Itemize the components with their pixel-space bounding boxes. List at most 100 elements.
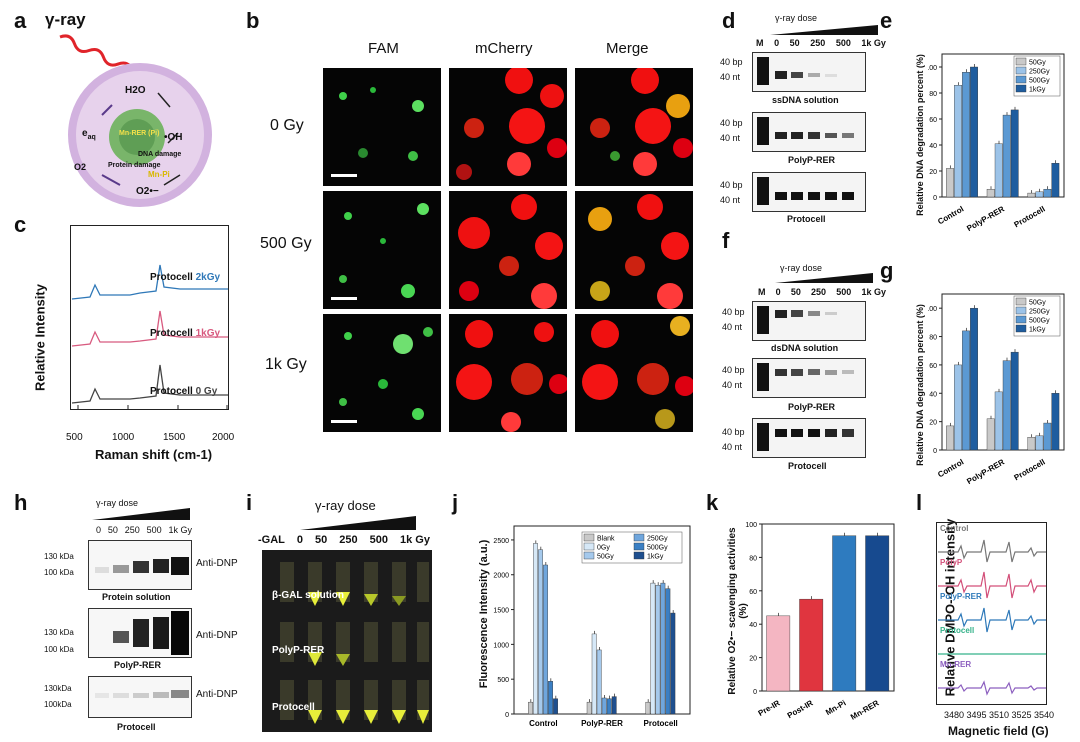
bar-50Gy-Protocell [655, 584, 661, 715]
epr-label-polyp-rer: PolyP-RER [940, 592, 982, 601]
y-tick-label: 20 [929, 420, 937, 427]
trace-2kgy [71, 264, 228, 300]
micrograph-merge-0gy [575, 68, 693, 186]
scale-bar [331, 174, 357, 177]
bar-1kGy-Protocell [670, 612, 676, 715]
gel-dsdna-solution [752, 301, 866, 341]
raman-trace-label-2: Protocell 1kGy [150, 328, 221, 339]
trace-1kgy [71, 310, 228, 347]
panel-label-d: d [722, 8, 736, 33]
micrograph-mcherry-1kgy [449, 314, 567, 432]
blot-protein-solution [88, 540, 192, 590]
bar-50Gy-Protocell [1027, 192, 1036, 198]
raman-ylabel: Relative Intensity [32, 284, 48, 391]
y-tick-label: 80 [929, 335, 937, 342]
col-mcherry: mCherry [475, 40, 533, 57]
bar-1kGy-PolyP-RER [1010, 109, 1019, 198]
h-blot-title-1: Protein solution [102, 592, 171, 602]
d-gel-title-2: PolyP-RER [788, 155, 836, 165]
panel-label-j: j [452, 490, 459, 515]
legend-label: 50Gy [1029, 300, 1046, 307]
y-tick-label: 60 [749, 589, 757, 596]
bar-1kGy-PolyP-RER [1010, 351, 1019, 451]
bar-500Gy-PolyP-RER [1002, 114, 1011, 198]
d-marker-bp-2: 40 bp [720, 118, 743, 128]
y-tick-label: 80 [929, 91, 937, 98]
y-tick-label: 0 [933, 195, 937, 202]
y-tick-label: 0 [933, 448, 937, 455]
bar-0Gy-PolyP-RER [591, 633, 597, 715]
h-marker-100-2: 100 kDa [44, 645, 74, 654]
i-dose-wedge [300, 516, 416, 530]
f-lanes: M 0 50 250 500 1k Gy [758, 287, 886, 297]
epr-label-protocell: Protocell [940, 626, 975, 635]
gel-ssdna-solution [752, 52, 866, 92]
panel-label-e: e [880, 8, 893, 33]
bar-250Gy-Protocell [660, 582, 666, 715]
epr-xlabel: Magnetic field (G) [948, 724, 1049, 738]
d-gel-title-3: Protocell [787, 214, 826, 224]
legend-box [581, 531, 683, 564]
mn-pi-label: Mn-Pi [148, 170, 170, 179]
raman-trace-label-3: Protocell 0 Gy [150, 386, 218, 397]
bar-500Gy-Control [962, 72, 970, 198]
y-tick-label: 1500 [493, 608, 509, 615]
h-dose-wedge [92, 508, 190, 520]
raman-xlabel: Raman shift (cm-1) [95, 447, 213, 462]
gamma-ray-label: γ-ray [45, 10, 86, 29]
h-marker-100-3: 100kDa [44, 700, 72, 709]
gel-f-polyp-rer [752, 358, 866, 398]
legend-label: 500Gy [1029, 78, 1050, 85]
d-marker-nt-2: 40 nt [720, 133, 741, 143]
category-label: Mn-RER [849, 698, 881, 721]
raman-xtick-2000: 2000 [212, 432, 235, 443]
legend-swatch [1015, 57, 1027, 66]
f-marker-bp-3: 40 bp [722, 427, 745, 437]
epr-label-polyp: PolyP [940, 558, 963, 567]
row-500gy: 500 Gy [260, 235, 312, 252]
panel-label-b: b [246, 8, 260, 33]
micrograph-mcherry-500gy [449, 191, 567, 309]
y-tick-label: 20 [749, 656, 757, 663]
chart-k: 0 20 40 60 80 100 Pre-IR Post-IR Mn-Pi Mn-RER [745, 522, 895, 722]
y-tick-label: 80 [749, 555, 757, 562]
panel-label-h: h [14, 490, 28, 515]
i-lanes: -GAL 0 50 250 500 1k Gy [258, 534, 430, 546]
epr-polyp [938, 571, 1046, 599]
legend-label: 0Gy [597, 545, 610, 552]
y-tick-label: 0 [753, 689, 757, 696]
o2-label: O2 [74, 162, 87, 172]
panel-label-k: k [706, 490, 719, 515]
bar-50Gy-PolyP-RER [596, 649, 602, 715]
f-marker-bp-1: 40 bp [722, 307, 745, 317]
legend-label: 500Gy [1029, 318, 1050, 325]
eaq-label: eaq [82, 128, 96, 141]
i-dose-label: γ-ray dose [315, 498, 376, 513]
legend-swatch [583, 542, 595, 551]
y-tick-label: 100 [928, 65, 937, 72]
bar-50Gy-Control [946, 425, 954, 451]
bar-500Gy-Protocell [1043, 422, 1052, 451]
f-marker-nt-3: 40 nt [722, 442, 743, 452]
g-ylabel: Relative DNA degradation percent (%) [915, 304, 925, 466]
bar-value-Mn-Pi [832, 535, 857, 692]
legend-label: 500Gy [647, 545, 668, 552]
oh-radical-label: •OH [164, 132, 183, 143]
bar-250Gy-Control [543, 564, 548, 715]
bar-50Gy-Control [946, 168, 954, 198]
blot-polyp-rer [88, 608, 192, 658]
protein-damage-label: Protein damage [108, 162, 161, 169]
epr-mn-rer [938, 680, 1046, 696]
dna-damage-label: DNA damage [138, 151, 182, 158]
col-merge: Merge [606, 40, 649, 57]
legend-label: 50Gy [597, 554, 614, 561]
legend-swatch [633, 533, 645, 542]
y-tick-label: 100 [745, 522, 757, 529]
f-gel-title-2: PolyP-RER [788, 402, 836, 412]
panel-label-a: a [14, 8, 27, 33]
bar-Blank-Protocell [645, 701, 651, 715]
legend-swatch [633, 542, 645, 551]
category-label: Control [529, 719, 557, 728]
panel-label-l: l [916, 490, 923, 515]
